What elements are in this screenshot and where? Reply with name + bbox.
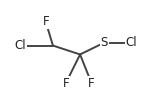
Text: S: S xyxy=(101,36,108,49)
Text: Cl: Cl xyxy=(126,36,137,49)
Text: F: F xyxy=(62,77,69,90)
Text: Cl: Cl xyxy=(14,39,26,52)
Text: F: F xyxy=(88,77,95,90)
Text: F: F xyxy=(42,15,49,28)
